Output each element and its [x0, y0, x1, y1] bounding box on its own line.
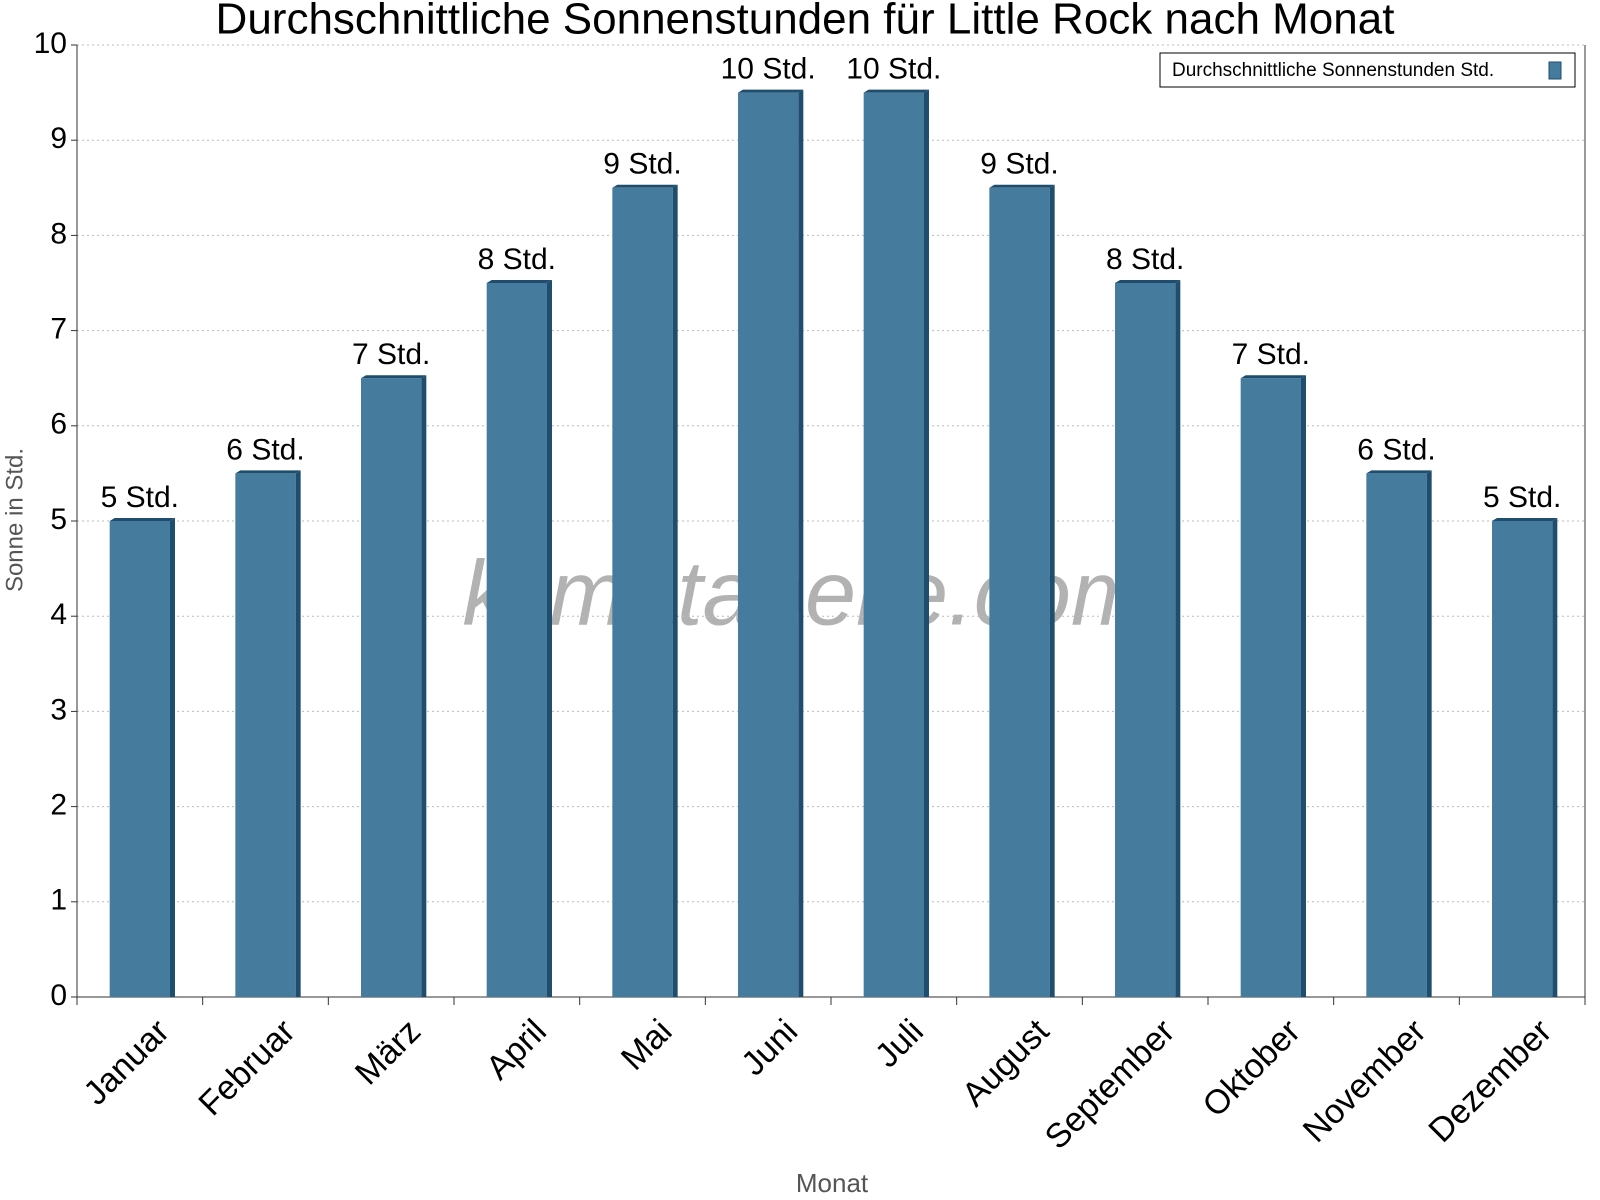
- y-tick-label: 10: [34, 27, 67, 60]
- bar-top: [1492, 518, 1558, 521]
- y-axis-title: Sonne in Std.: [1, 448, 28, 592]
- bar: [1366, 473, 1427, 997]
- bar-top: [1366, 470, 1432, 474]
- y-tick-label: 4: [50, 598, 67, 631]
- x-tick-label: November: [1296, 1012, 1434, 1150]
- bar-top: [109, 518, 175, 521]
- bar-top: [486, 280, 552, 283]
- bar: [1240, 378, 1301, 997]
- legend-swatch: [1548, 61, 1562, 80]
- bar-side: [546, 280, 552, 997]
- legend-label: Durchschnittliche Sonnenstunden Std.: [1172, 60, 1494, 81]
- bar: [486, 283, 547, 997]
- bar-side: [421, 375, 427, 997]
- bar-top: [235, 470, 301, 474]
- bar-side: [672, 184, 678, 998]
- bar: [863, 92, 924, 998]
- x-tick-label: September: [1038, 1012, 1182, 1156]
- y-tick-label: 5: [50, 503, 67, 536]
- bar-top: [612, 184, 678, 188]
- y-tick-label: 6: [50, 408, 67, 441]
- legend-box: [1159, 52, 1576, 88]
- value-label: 9 Std.: [603, 148, 681, 181]
- value-label: 7 Std.: [1232, 338, 1310, 371]
- x-tick-label: März: [348, 1012, 428, 1092]
- x-tick-label: Juli: [868, 1012, 931, 1075]
- bar-side: [1552, 518, 1558, 997]
- x-tick-label: Februar: [191, 1012, 302, 1123]
- value-label: 5 Std.: [1483, 481, 1561, 514]
- y-tick-label: 7: [50, 313, 67, 346]
- bar: [235, 473, 296, 997]
- value-label: 10 Std.: [846, 53, 941, 86]
- bar-side: [1300, 375, 1306, 997]
- value-label: 8 Std.: [478, 243, 556, 276]
- bar-side: [798, 89, 804, 998]
- bar-side: [923, 89, 929, 998]
- y-tick-label: 8: [50, 217, 67, 250]
- bar: [361, 378, 422, 997]
- value-label: 9 Std.: [980, 148, 1058, 181]
- x-tick-label: Juni: [734, 1012, 805, 1083]
- y-tick-label: 0: [50, 979, 67, 1012]
- bar-top: [1115, 280, 1181, 283]
- bar: [1115, 283, 1176, 997]
- y-tick-label: 1: [50, 884, 67, 917]
- bar-top: [361, 375, 427, 379]
- bar-top: [863, 89, 929, 93]
- x-axis-title: Monat: [796, 1168, 869, 1198]
- bar: [612, 187, 673, 998]
- x-tick-label: April: [479, 1012, 554, 1087]
- y-tick-label: 3: [50, 693, 67, 726]
- y-tick-label: 2: [50, 789, 67, 822]
- chart-title: Durchschnittliche Sonnenstunden für Litt…: [216, 0, 1395, 44]
- value-label: 10 Std.: [721, 53, 816, 86]
- bar-top: [738, 89, 804, 93]
- bar-side: [295, 470, 301, 997]
- bar-side: [1175, 280, 1181, 997]
- bar-side: [1426, 470, 1432, 997]
- value-label: 7 Std.: [352, 338, 430, 371]
- value-label: 6 Std.: [1357, 433, 1435, 466]
- bar-top: [989, 184, 1055, 188]
- x-tick-label: Januar: [76, 1012, 176, 1112]
- x-tick-label: Oktober: [1195, 1012, 1307, 1124]
- legend: Durchschnittliche Sonnenstunden Std.: [1159, 52, 1576, 88]
- y-tick-label: 9: [50, 122, 67, 155]
- value-label: 6 Std.: [226, 433, 304, 466]
- x-tick-label: August: [955, 1012, 1057, 1114]
- bar-side: [1049, 184, 1055, 998]
- bar: [738, 92, 799, 998]
- value-label: 8 Std.: [1106, 243, 1184, 276]
- bar: [109, 521, 170, 997]
- x-tick-label: Dezember: [1421, 1012, 1559, 1150]
- bar-side: [169, 518, 175, 997]
- bar: [989, 187, 1050, 998]
- bar: [1492, 521, 1553, 997]
- x-tick-label: Mai: [614, 1012, 680, 1078]
- value-label: 5 Std.: [101, 481, 179, 514]
- bar-top: [1240, 375, 1306, 379]
